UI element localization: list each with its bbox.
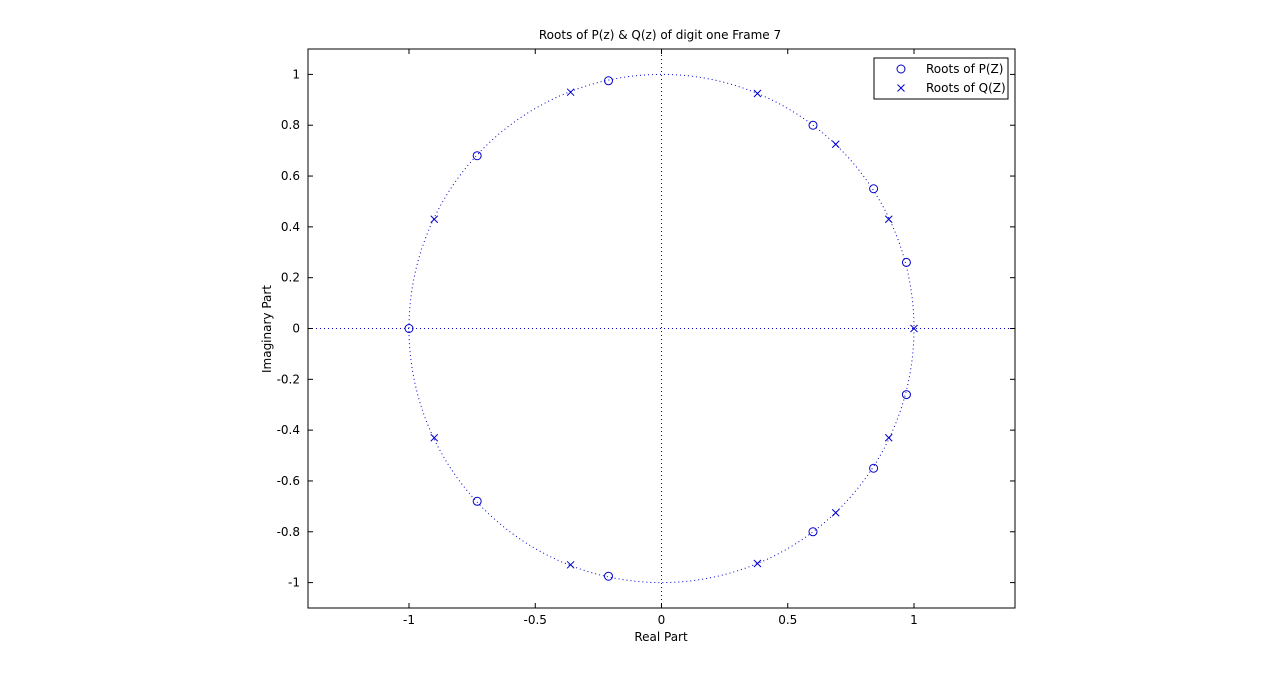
p-root-marker — [472, 496, 482, 506]
y-axis-ticks: -1 -0.8 -0.6 -0.4 -0.2 0 0.2 0.4 0.6 0.8 1 — [277, 67, 1015, 590]
q-root-marker — [430, 215, 439, 224]
q-root-marker — [753, 559, 762, 568]
p-root-marker — [808, 120, 818, 130]
x-tick-label: 0 — [658, 613, 666, 627]
q-root-marker — [884, 433, 893, 442]
y-tick-label: 0.2 — [281, 271, 300, 285]
q-root-marker — [566, 560, 575, 569]
q-root-marker — [884, 215, 893, 224]
p-root-marker — [472, 151, 482, 161]
y-tick-label: 0 — [292, 322, 300, 336]
p-root-marker — [869, 463, 879, 473]
p-root-marker — [901, 257, 911, 267]
legend-p-marker — [896, 64, 906, 74]
p-root-marker — [603, 571, 613, 581]
y-tick-label: 1 — [292, 67, 300, 81]
p-root-marker — [404, 324, 414, 333]
legend-circle-icon — [896, 64, 906, 74]
q-root-marker — [566, 88, 575, 97]
p-root-marker — [603, 76, 613, 86]
chart-title: Roots of P(z) & Q(z) of digit one Frame … — [539, 28, 781, 42]
y-tick-label: 0.4 — [281, 220, 300, 234]
y-tick-label: 0.8 — [281, 118, 300, 132]
root-markers — [404, 76, 918, 581]
legend-cross-icon — [897, 84, 905, 92]
q-root-marker — [910, 324, 918, 333]
legend-label-q: Roots of Q(Z) — [926, 81, 1006, 95]
p-root-marker — [901, 390, 911, 400]
y-axis-label: Imaginary Part — [260, 285, 274, 373]
y-tick-label: -1 — [288, 576, 300, 590]
x-axis-label: Real Part — [634, 630, 688, 644]
x-tick-label: -0.5 — [524, 613, 547, 627]
legend-label-p: Roots of P(Z) — [926, 62, 1003, 76]
x-tick-label: 0.5 — [778, 613, 797, 627]
x-tick-label: -1 — [403, 613, 415, 627]
plot-area — [307, 48, 1016, 609]
p-root-marker — [808, 527, 818, 537]
legend-box — [873, 57, 1009, 100]
q-root-marker — [430, 433, 439, 442]
q-root-marker — [831, 140, 840, 149]
y-tick-label: -0.6 — [277, 474, 300, 488]
y-tick-label: 0.6 — [281, 169, 300, 183]
y-tick-label: -0.8 — [277, 525, 300, 539]
y-tick-label: -0.4 — [277, 423, 300, 437]
x-axis-ticks: -1 -0.5 0 0.5 1 — [403, 49, 918, 627]
q-root-marker — [831, 508, 840, 517]
y-tick-label: -0.2 — [277, 372, 300, 386]
p-root-marker — [869, 184, 879, 194]
q-root-marker — [753, 89, 762, 98]
legend-q-marker — [897, 84, 905, 92]
x-tick-label: 1 — [910, 613, 918, 627]
legend: Roots of P(Z) Roots of Q(Z) — [873, 57, 1009, 100]
